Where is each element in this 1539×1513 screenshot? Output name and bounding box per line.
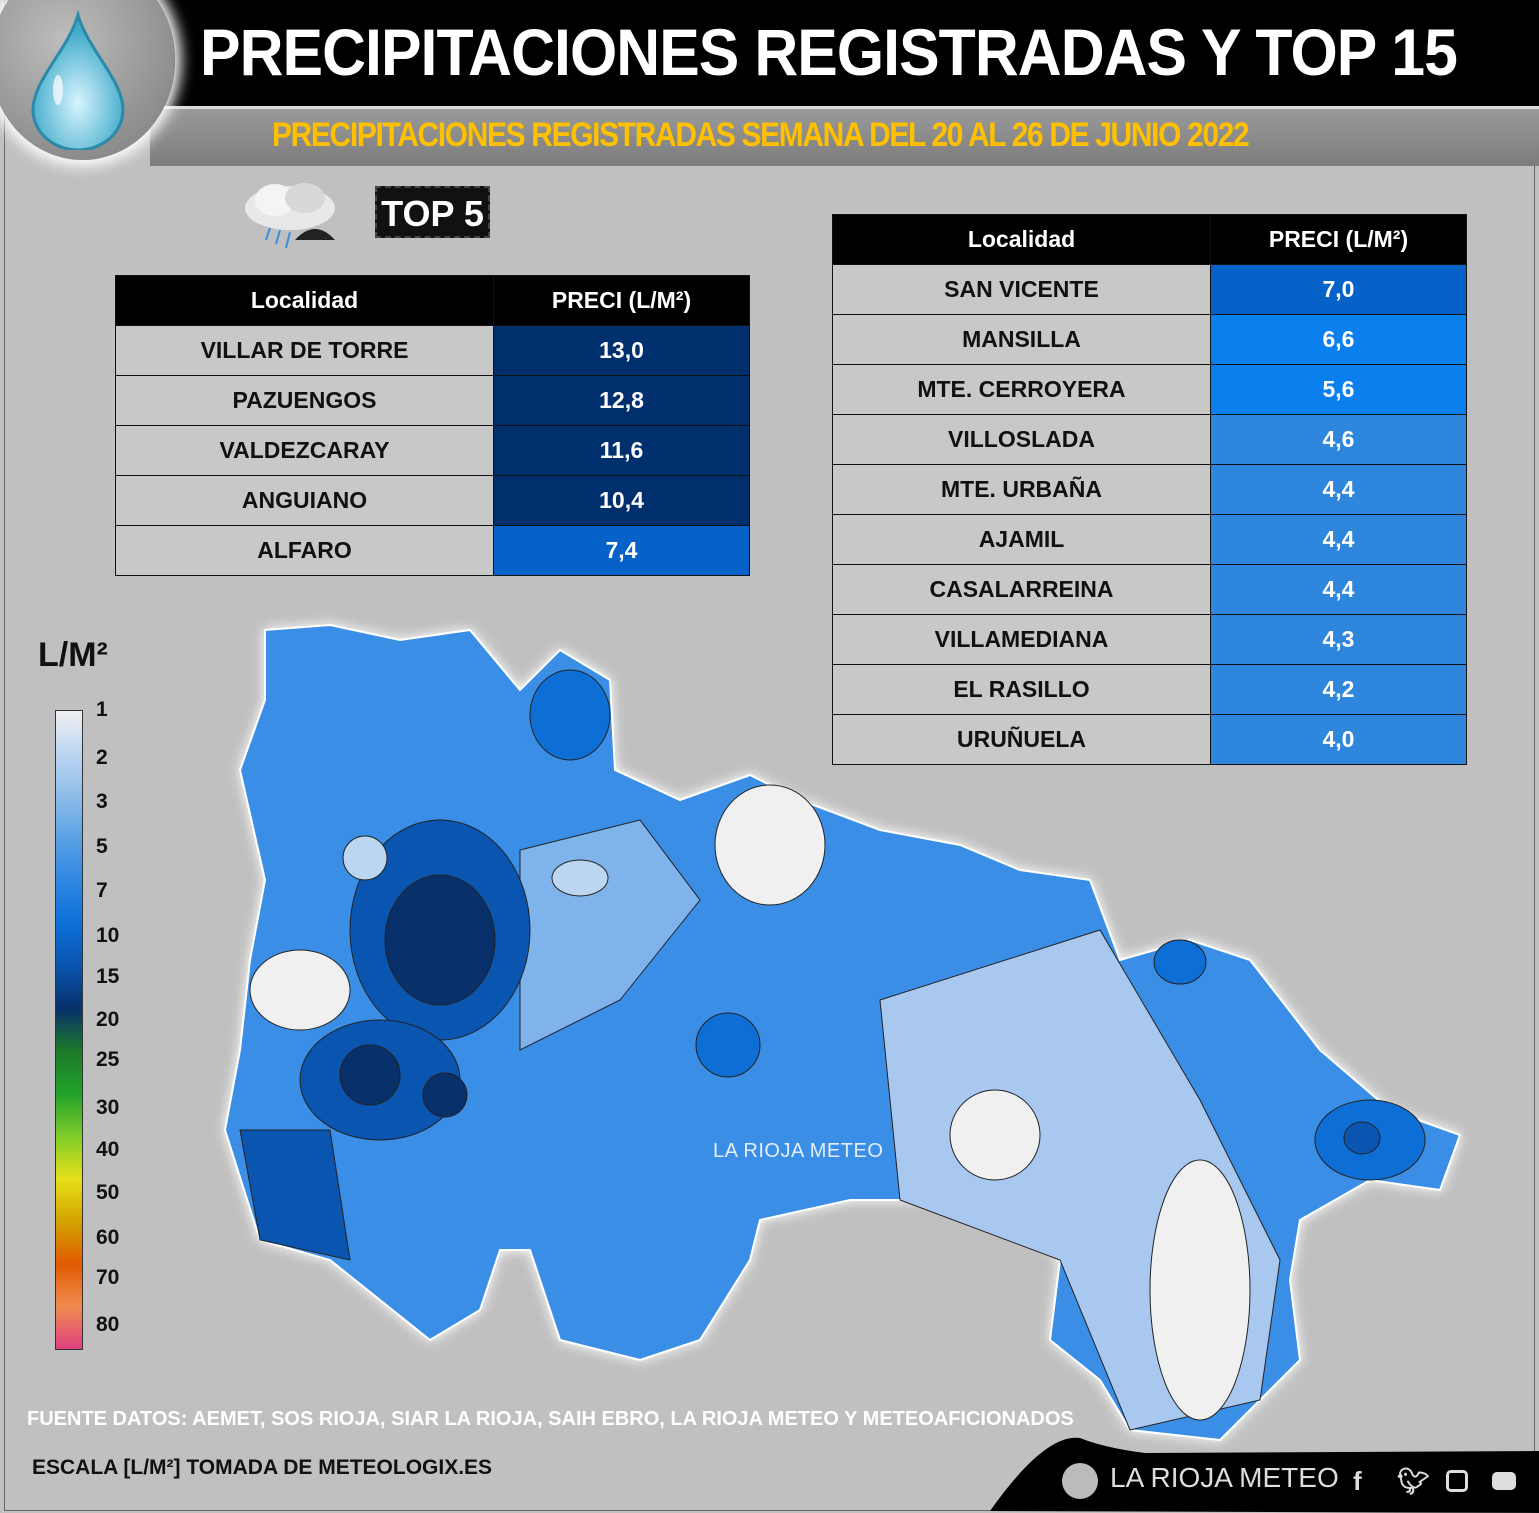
legend-label: 20 [96,1008,120,1031]
precip-value-cell: 11,6 [493,425,750,476]
locality-cell: CASALARREINA [832,564,1211,615]
legend-label: 50 [96,1181,120,1204]
legend-label: 10 [96,924,120,947]
legend-label: 25 [96,1048,120,1071]
legend-label: 15 [96,965,120,988]
precip-value-cell: 5,6 [1210,364,1467,415]
top15-table: Localidad PRECI (L/M²) SAN VICENTE 7,0 MANS… [832,214,1467,765]
precip-value-cell: 7,4 [493,525,750,576]
footer-band [990,1437,1539,1513]
legend-label: 40 [96,1138,120,1161]
water-drop-icon [31,10,125,150]
legend-title: L/M² [38,636,108,674]
table-row: ALFARO 7,4 [115,525,750,576]
locality-cell: MANSILLA [832,314,1211,365]
precip-value-cell: 4,4 [1210,514,1467,565]
locality-cell: VILLAR DE TORRE [115,325,494,376]
table-header-row: Localidad PRECI (L/M²) [832,214,1467,265]
precip-value-cell: 6,6 [1210,314,1467,365]
footer-brand: LA RIOJA METEO [1110,1462,1339,1493]
youtube-icon[interactable] [1492,1472,1516,1490]
top5-table: Localidad PRECI (L/M²) VILLAR DE TORRE 13,… [115,275,750,576]
table-row: VILLAR DE TORRE 13,0 [115,325,750,376]
table-row: MTE. CERROYERA 5,6 [832,364,1467,415]
precip-value-cell: 4,0 [1210,714,1467,765]
table-row: ANGUIANO 10,4 [115,475,750,526]
locality-cell: ALFARO [115,525,494,576]
locality-cell: VILLOSLADA [832,414,1211,465]
water-drop-badge [0,0,175,160]
table-row: CASALARREINA 4,4 [832,564,1467,615]
table-row: VALDEZCARAY 11,6 [115,425,750,476]
table-row: VILLAMEDIANA 4,3 [832,614,1467,665]
table-row: VILLOSLADA 4,6 [832,414,1467,465]
precip-value-cell: 10,4 [493,475,750,526]
precip-value-cell: 4,3 [1210,614,1467,665]
legend-label: 5 [96,835,108,858]
locality-cell: PAZUENGOS [115,375,494,426]
table-row: MANSILLA 6,6 [832,314,1467,365]
facebook-icon[interactable]: f [1353,1466,1362,1496]
legend-label: 80 [96,1313,120,1336]
column-header-precip: PRECI (L/M²) [493,275,750,326]
legend-color-scale [55,710,83,1350]
table-header-row: Localidad PRECI (L/M²) [115,275,750,326]
precip-value-cell: 4,6 [1210,414,1467,465]
locality-cell: MTE. CERROYERA [832,364,1211,415]
column-header-precip: PRECI (L/M²) [1210,214,1467,265]
locality-cell: AJAMIL [832,514,1211,565]
scale-source-note: ESCALA [L/M²] TOMADA DE METEOLOGIX.ES [32,1456,493,1479]
header-bar [150,0,1539,106]
precip-value-cell: 7,0 [1210,264,1467,315]
legend-label: 70 [96,1266,120,1289]
twitter-icon[interactable]: 🐦︎ [1397,1466,1431,1496]
instagram-icon[interactable] [1446,1470,1468,1492]
top5-badge: TOP 5 [375,186,490,238]
precip-value-cell: 4,4 [1210,564,1467,615]
locality-cell: SAN VICENTE [832,264,1211,315]
precip-value-cell: 4,4 [1210,464,1467,515]
locality-cell: ANGUIANO [115,475,494,526]
legend-label: 30 [96,1096,120,1119]
precip-value-cell: 12,8 [493,375,750,426]
page-subtitle: PRECIPITACIONES REGISTRADAS SEMANA DEL 2… [272,116,1250,154]
locality-cell: EL RASILLO [832,664,1211,715]
column-header-locality: Localidad [832,214,1211,265]
locality-cell: MTE. URBAÑA [832,464,1211,515]
legend-label: 1 [96,698,108,721]
locality-cell: VILLAMEDIANA [832,614,1211,665]
legend-label: 2 [96,746,108,769]
table-row: PAZUENGOS 12,8 [115,375,750,426]
legend-label: 7 [96,879,108,902]
locality-cell: VALDEZCARAY [115,425,494,476]
table-row: MTE. URBAÑA 4,4 [832,464,1467,515]
data-source-note: FUENTE DATOS: AEMET, SOS RIOJA, SIAR LA … [27,1408,1074,1430]
subheader-bar [150,106,1539,166]
map-watermark: LA RIOJA METEO [713,1140,884,1162]
table-row: AJAMIL 4,4 [832,514,1467,565]
column-header-locality: Localidad [115,275,494,326]
table-row: URUÑUELA 4,0 [832,714,1467,765]
table-row: EL RASILLO 4,2 [832,664,1467,715]
precip-value-cell: 13,0 [493,325,750,376]
page-title: PRECIPITACIONES REGISTRADAS Y TOP 15 [200,15,1458,89]
legend-label: 60 [96,1226,120,1249]
table-row: SAN VICENTE 7,0 [832,264,1467,315]
locality-cell: URUÑUELA [832,714,1211,765]
rain-cloud-icon [245,183,335,249]
legend-label: 3 [96,790,108,813]
precip-value-cell: 4,2 [1210,664,1467,715]
